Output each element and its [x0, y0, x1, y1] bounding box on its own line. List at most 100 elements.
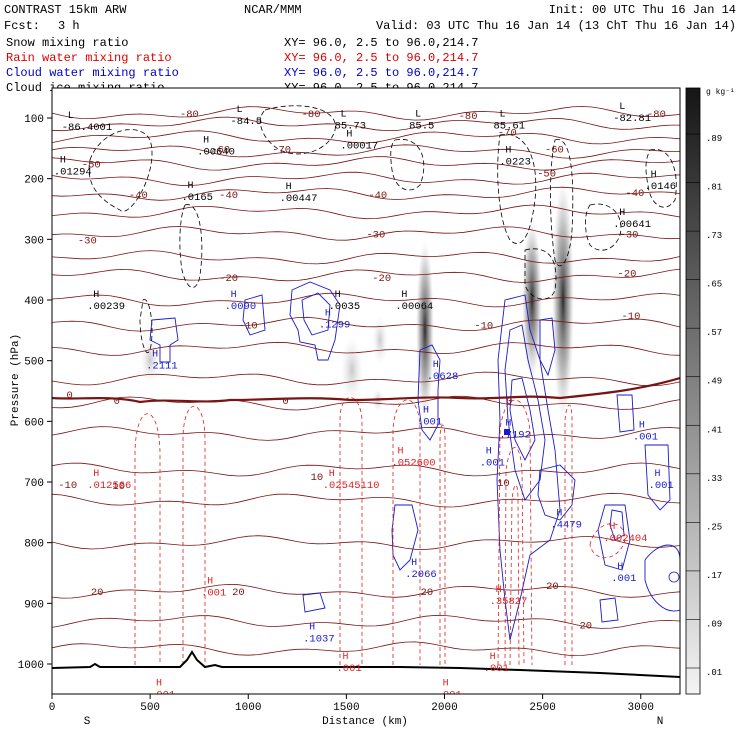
isotherm-label: 10: [112, 481, 125, 493]
cloud-water-contour: [391, 504, 419, 571]
colorbar-label: .89: [706, 134, 722, 144]
ice-contour: [179, 204, 203, 288]
maximum-value-label: 85.73: [335, 120, 367, 132]
rain-contour: [392, 399, 421, 665]
low-marker: L: [499, 109, 505, 120]
maximum-value-label: .00239: [87, 301, 125, 313]
maximum-value-label: .0035: [329, 301, 361, 313]
isotherm-line: [52, 144, 680, 159]
high-marker: H: [655, 469, 661, 480]
cloud-water-contour: [537, 464, 576, 521]
valid-time: Valid: 03 UTC Thu 16 Jan 14 (13 ChT Thu …: [376, 19, 736, 33]
maximum-value-label: .001: [150, 689, 175, 701]
high-marker: H: [490, 652, 496, 663]
high-marker: H: [433, 360, 439, 371]
maximum-value-label: .0165: [181, 192, 213, 204]
field-xy-cloud-water: XY= 96.0, 2.5 to 96.0,214.7: [284, 66, 478, 80]
zero-isotherm: [52, 376, 680, 404]
org-label: NCAR/MMM: [244, 3, 302, 17]
y-tick-label: 900: [24, 599, 44, 611]
maximum-value-label: 85.61: [493, 120, 525, 132]
isotherm-label: -50: [537, 169, 556, 181]
isotherm-label: -80: [459, 111, 478, 123]
maximum-value-label: .0628: [427, 371, 459, 383]
y-tick-label: 100: [24, 114, 44, 126]
isotherm-label: -80: [302, 109, 321, 121]
x-axis-south-label: S: [84, 716, 91, 728]
maximum-value-label: .002404: [603, 533, 647, 545]
isotherm-line: [52, 186, 680, 201]
colorbar-label: .73: [706, 231, 722, 241]
maximum-value-label: .02545110: [323, 480, 380, 492]
rain-contour: [509, 484, 520, 666]
isotherm-line: [52, 426, 680, 441]
y-tick-label: 200: [24, 175, 44, 187]
x-tick-label: 3000: [628, 702, 654, 714]
low-marker: L: [341, 109, 347, 120]
snow-plume: [340, 335, 364, 405]
isotherm-label: -40: [368, 190, 387, 202]
maximum-value-label: .001: [480, 458, 505, 470]
high-marker: H: [443, 678, 449, 689]
isotherm-label: 0: [282, 396, 288, 408]
isotherm-line: [52, 583, 680, 599]
high-marker: H: [203, 135, 209, 146]
high-marker: H: [397, 447, 403, 458]
maximum-value-label: .001: [201, 587, 226, 599]
rain-contours: [134, 397, 626, 666]
x-tick-label: 2500: [529, 702, 555, 714]
rain-contour: [339, 397, 363, 665]
high-marker: H: [60, 155, 66, 166]
high-marker: H: [93, 469, 99, 480]
colorbar-label: .81: [706, 183, 722, 193]
maximum-value-label: .00017: [340, 140, 378, 152]
high-marker: H: [207, 576, 213, 587]
maximum-value-label: .0223: [499, 157, 531, 169]
high-marker: H: [401, 290, 407, 301]
isotherm-line: [52, 204, 680, 220]
colorbar-label: .41: [706, 425, 722, 435]
maximum-value-label: .1299: [319, 319, 351, 331]
x-tick-label: 1500: [333, 702, 359, 714]
ice-contour: [645, 149, 677, 208]
rain-contour: [439, 424, 446, 665]
ice-contour: [139, 299, 153, 353]
snow-plume: [372, 315, 388, 365]
maximum-value-label: .00447: [280, 193, 318, 205]
maximum-value-label: .7192: [499, 430, 531, 442]
snow-plume: [416, 240, 434, 420]
maximum-value-label: .001: [336, 663, 361, 675]
low-marker: L: [68, 111, 74, 122]
isotherm-label: 0: [67, 390, 73, 402]
maximum-value-label: .0146: [645, 181, 677, 193]
plot-frame: [51, 87, 681, 695]
cloud-water-contour: [301, 292, 331, 336]
x-tick-label: 500: [140, 702, 160, 714]
rain-contour: [504, 447, 525, 666]
x-axis: 0 500 1000 1500 2000 2500 3000: [49, 694, 654, 714]
isotherm-label: -10: [239, 320, 258, 332]
cloud-water-contour: [496, 294, 561, 641]
low-marker: L: [237, 105, 243, 116]
isotherm-line: [52, 250, 680, 265]
colorbar-label: .57: [706, 328, 722, 338]
high-marker: H: [329, 469, 335, 480]
x-tick-label: 0: [49, 702, 56, 714]
maximum-value-label: .00641: [613, 219, 651, 231]
y-tick-label: 1000: [18, 660, 44, 672]
high-marker: H: [335, 290, 341, 301]
rain-contour: [497, 399, 533, 666]
cloud-water-contour: [599, 597, 619, 623]
isotherm-line: [52, 316, 680, 332]
isotherm-line: [52, 105, 680, 121]
maximum-value-label: .00640: [197, 146, 235, 158]
maximum-value-label: .001: [611, 573, 636, 585]
high-marker: H: [639, 421, 645, 432]
high-marker: H: [619, 208, 625, 219]
colorbar-label: .09: [706, 619, 722, 629]
isotherm-label: 20: [232, 587, 245, 599]
y-tick-label: 500: [24, 357, 44, 369]
isotherm-label: 20: [91, 587, 104, 599]
cloud-water-contour: [616, 394, 635, 433]
